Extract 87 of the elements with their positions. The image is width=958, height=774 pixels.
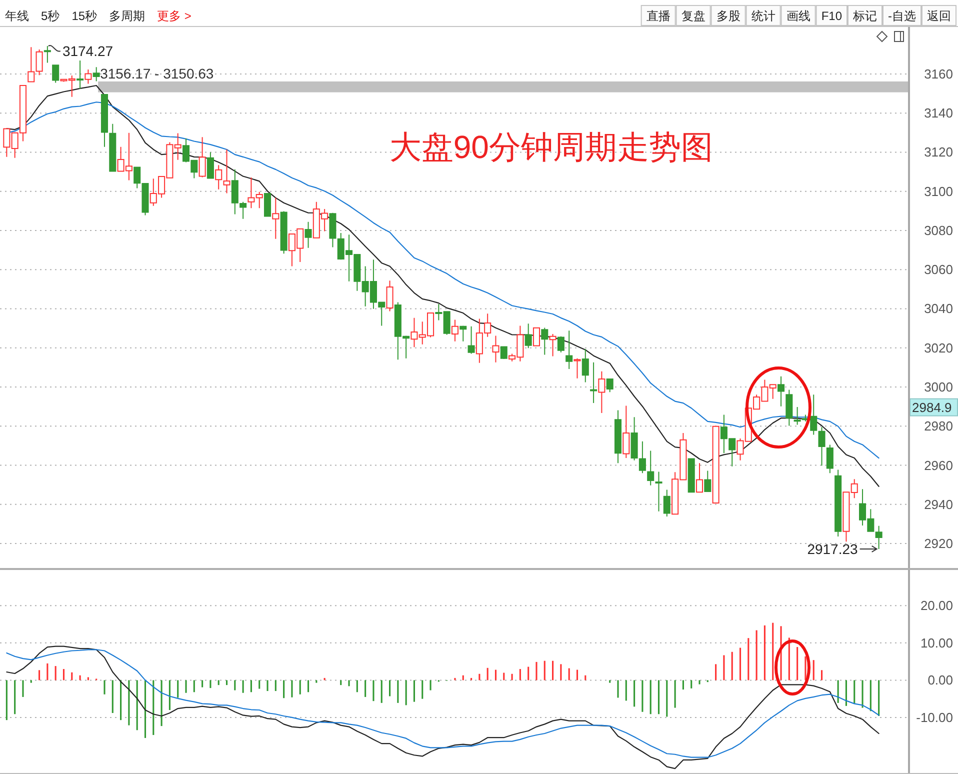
y-tick-label: 2980 [924, 418, 953, 434]
y-tick-label: 3160 [924, 66, 953, 82]
text: -自选 [888, 9, 916, 23]
candlestick [638, 440, 646, 474]
candlestick [712, 426, 720, 504]
candlestick [84, 68, 92, 84]
text: 直播 [646, 9, 670, 23]
candlestick [541, 327, 548, 356]
candlestick [647, 450, 654, 486]
text: 统计 [751, 9, 776, 23]
candlestick [304, 221, 312, 248]
candlestick [810, 394, 818, 436]
candlestick [622, 405, 630, 459]
candlestick [630, 416, 638, 461]
annotation: 3174.27 [62, 43, 114, 60]
candlestick [777, 376, 785, 407]
y-tick-label: 3060 [924, 262, 953, 278]
candlestick [109, 123, 116, 172]
text: 返回 [927, 9, 951, 23]
y-tick-label: -10.00 [916, 710, 953, 725]
candlestick [500, 346, 508, 360]
candlestick [557, 336, 564, 353]
text: 年线 [5, 9, 29, 23]
text: 15秒 [72, 9, 98, 23]
candlestick [655, 471, 662, 512]
candlestick [28, 46, 35, 82]
candlestick [574, 358, 581, 379]
candlestick [36, 49, 43, 76]
candlestick [92, 66, 100, 82]
candlestick [44, 46, 51, 64]
candlestick [264, 192, 272, 217]
candlestick [468, 326, 475, 354]
candlestick [451, 319, 458, 342]
candlestick [614, 410, 622, 464]
candlestick [100, 94, 108, 148]
candlestick [272, 197, 280, 240]
y-tick-label: 3100 [924, 184, 953, 199]
text: 标记 [852, 9, 877, 23]
candlestick [215, 164, 222, 190]
candlestick [280, 210, 288, 254]
candlestick [460, 325, 467, 342]
y-tick-label: 3020 [924, 340, 953, 356]
y-tick-label: 3080 [924, 222, 953, 238]
candlestick [52, 64, 60, 84]
candlestick [590, 362, 598, 404]
candlestick [206, 152, 214, 179]
candlestick [704, 470, 712, 492]
text: 更多 > [157, 9, 192, 23]
candlestick [532, 327, 540, 346]
y-tick-label: 3040 [924, 301, 953, 316]
y-tick-label: 2960 [924, 458, 953, 473]
candlestick [549, 333, 556, 357]
text: 复盘 [681, 9, 706, 23]
y-tick-label: 2940 [924, 496, 953, 512]
y-tick-label: 3120 [924, 144, 953, 160]
candlestick [566, 330, 573, 370]
candlestick [834, 469, 842, 537]
candlestick [606, 378, 614, 393]
y-tick-label: 2920 [924, 536, 953, 552]
candlestick [386, 280, 394, 312]
text: 多周期 [109, 9, 146, 23]
candlestick [198, 136, 206, 178]
candlestick [663, 489, 670, 518]
y-tick-label: 10.00 [920, 635, 953, 650]
candlestick [582, 348, 589, 383]
candlestick [598, 370, 606, 414]
text: 大盘90分钟周期走势图 [389, 129, 713, 165]
y-tick-label: 3140 [924, 106, 953, 121]
text: F10 [821, 9, 842, 23]
candlestick [524, 323, 532, 349]
candlestick [786, 389, 793, 426]
y-tick-label: 0.00 [928, 672, 953, 688]
annotation: 2917.23 [807, 540, 858, 557]
y-tick-label: 3000 [924, 380, 953, 394]
candlestick [492, 335, 500, 363]
text: 5秒 [41, 9, 60, 23]
band-label: 3156.17 - 3150.63 [100, 65, 214, 82]
text: 2984.9 [912, 400, 952, 415]
candlestick [826, 444, 834, 474]
candlestick [696, 462, 704, 493]
candlestick [223, 148, 230, 194]
text: 画线 [786, 9, 810, 23]
candlestick [76, 60, 84, 90]
y-tick-label: 20.00 [920, 598, 953, 614]
candlestick [818, 426, 826, 466]
candlestick [688, 458, 695, 493]
text: 多股 [716, 9, 740, 23]
